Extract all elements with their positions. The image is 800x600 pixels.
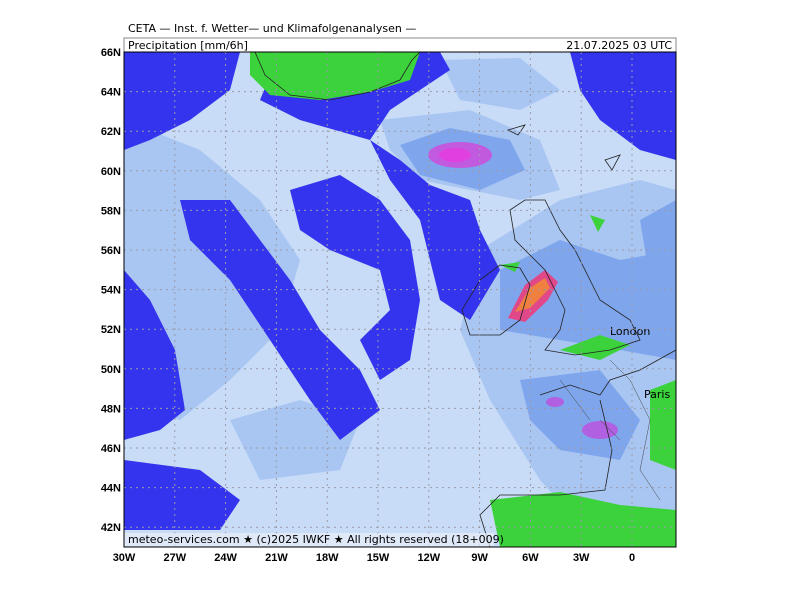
lon-tick-label: 9W bbox=[471, 552, 488, 564]
lon-tick-label: 21W bbox=[265, 552, 288, 564]
lon-tick-label: 12W bbox=[417, 552, 440, 564]
lat-tick-label: 60N bbox=[101, 166, 121, 178]
lat-tick-label: 50N bbox=[101, 364, 121, 376]
lat-tick-label: 54N bbox=[101, 285, 121, 297]
plot-frame bbox=[123, 51, 677, 548]
lat-tick-label: 42N bbox=[101, 522, 121, 534]
lon-tick-label: 27W bbox=[163, 552, 186, 564]
graticule bbox=[124, 52, 676, 547]
lon-tick-label: 6W bbox=[522, 552, 539, 564]
footer-credit: meteo-services.com ★ (c)2025 IWKF ★ All … bbox=[128, 533, 504, 546]
institute-title: CETA — Inst. f. Wetter— und Klimafolgena… bbox=[128, 22, 416, 35]
lat-tick-label: 44N bbox=[101, 483, 121, 495]
tick-labels: 66N 64N 62N 60N 58N 56N 54N 52N 50N 48N 46N 44N 42N 3… bbox=[101, 47, 635, 564]
lat-tick-label: 66N bbox=[101, 47, 121, 59]
lon-tick-label: 18W bbox=[316, 552, 339, 564]
lon-tick-label: 30W bbox=[113, 552, 136, 564]
lon-tick-label: 24W bbox=[214, 552, 237, 564]
lat-tick-label: 56N bbox=[101, 245, 121, 257]
lat-tick-label: 62N bbox=[101, 126, 121, 138]
lat-tick-label: 48N bbox=[101, 403, 121, 415]
parameter-label: Precipitation [mm/6h] bbox=[128, 39, 248, 52]
city-label: London bbox=[610, 325, 650, 338]
lon-tick-label: 15W bbox=[367, 552, 390, 564]
lat-tick-label: 64N bbox=[101, 87, 121, 99]
lat-tick-label: 46N bbox=[101, 443, 121, 455]
lat-tick-label: 52N bbox=[101, 324, 121, 336]
lon-tick-label: 0 bbox=[629, 552, 635, 564]
lat-tick-label: 58N bbox=[101, 205, 121, 217]
city-label: Paris bbox=[644, 388, 670, 401]
lon-tick-label: 3W bbox=[573, 552, 590, 564]
precip-field: London Paris meteo-services.com ★ (c)202… bbox=[124, 52, 676, 547]
valid-time: 21.07.2025 03 UTC bbox=[566, 39, 672, 52]
